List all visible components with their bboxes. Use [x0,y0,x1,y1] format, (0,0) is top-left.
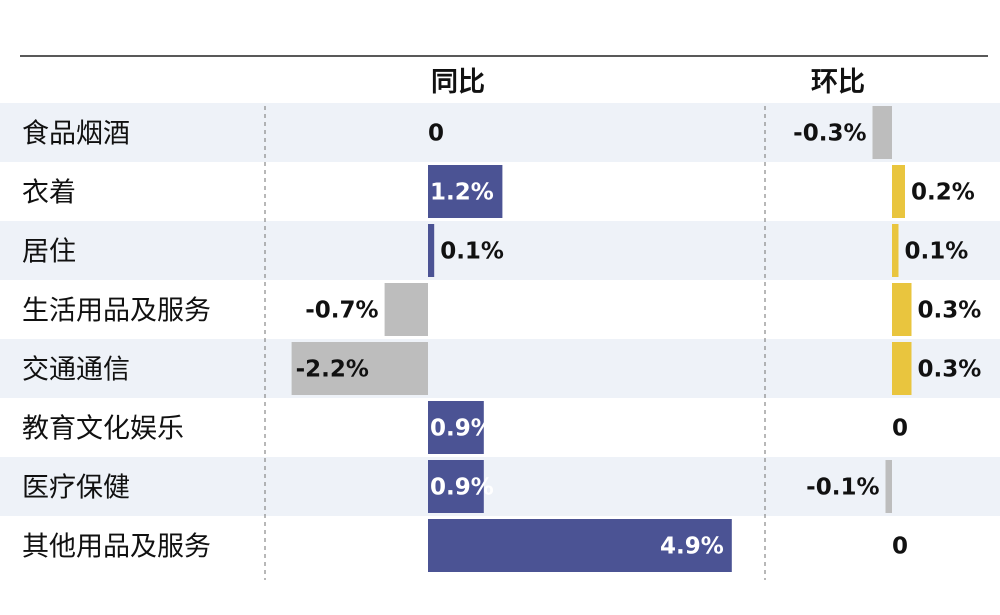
data-label: 0 [892,534,908,560]
data-label: 4.9% [660,534,724,560]
mom-bars: -0.3% 0.2% 0.1% 0.3% 0.3% 0 -0.1% 0 [793,106,981,560]
data-label: 0 [428,121,444,147]
data-label: 0.9% [430,416,494,442]
category-label: 交通通信 [22,355,130,386]
data-label: -0.1% [806,475,879,501]
data-label: 0 [892,416,908,442]
category-label: 其他用品及服务 [22,532,211,563]
data-label: 0.3% [918,357,982,383]
column-dividers [264,106,766,580]
yoy-bars: 0 1.2% 0.1% -0.7% -2.2% 0.9% 0.9% 4.9% [291,121,732,572]
row-stripe [0,339,1000,398]
bar [872,106,892,159]
bar [892,283,912,336]
category-label: 医疗保健 [22,473,130,504]
bar [428,401,484,454]
bar [384,283,428,336]
data-label: -0.3% [793,121,866,147]
bar [892,224,899,277]
data-label: -2.2% [296,357,369,383]
header-yoy: 同比 [431,67,485,98]
data-label: 0.9% [430,475,494,501]
bar [428,165,503,218]
bar [892,342,912,395]
bar [892,165,905,218]
bar [291,342,428,395]
data-label: 1.2% [430,180,494,206]
row-stripes [0,103,1000,516]
bar [428,460,484,513]
row-stripe [0,457,1000,516]
data-label: 0.1% [440,239,504,265]
data-label: 0.3% [918,298,982,324]
bar [428,519,732,572]
row-stripe [0,221,1000,280]
category-label: 生活用品及服务 [22,296,211,327]
category-label: 居住 [22,237,76,268]
category-label: 食品烟酒 [22,119,130,150]
data-label: -0.7% [305,298,378,324]
bar [885,460,892,513]
bar [428,224,435,277]
data-label: 0.1% [905,239,969,265]
row-stripe [0,103,1000,162]
category-label: 教育文化娱乐 [22,414,184,445]
data-label: 0.2% [911,180,975,206]
header-mom: 环比 [811,67,865,98]
category-label: 衣着 [22,178,76,209]
